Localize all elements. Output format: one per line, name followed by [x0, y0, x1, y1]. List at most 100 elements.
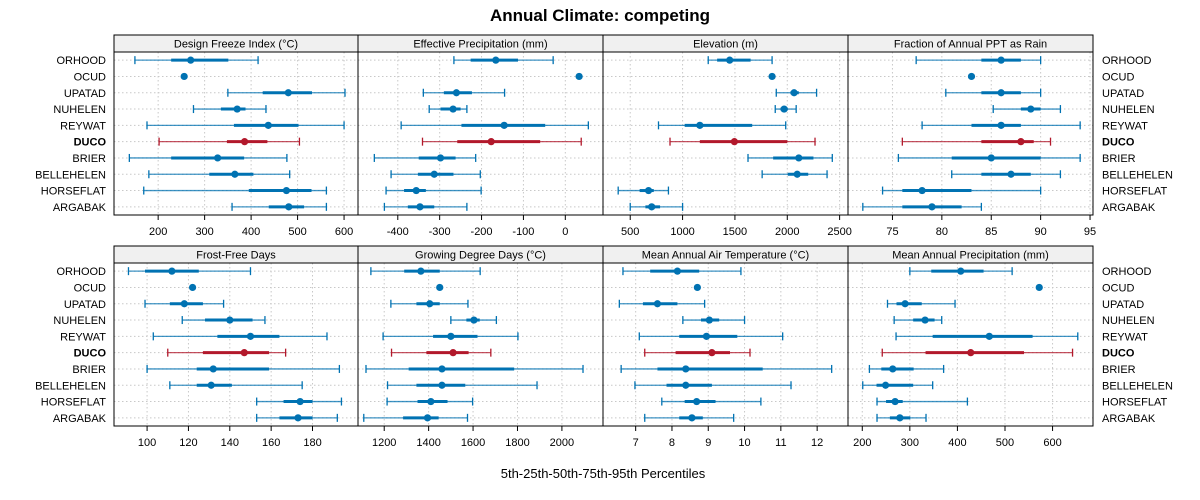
- interval-upatad: [618, 299, 706, 308]
- interval-bellehelen: [390, 170, 481, 179]
- interval-horseflat: [386, 397, 474, 406]
- x-tick-label: 500: [621, 226, 639, 238]
- interval-duco: [669, 137, 816, 146]
- interval-orhood: [134, 56, 259, 65]
- interval-horseflat: [617, 186, 670, 195]
- interval-orhood: [453, 56, 554, 65]
- row-label-horseflat: HORSEFLAT: [1102, 397, 1167, 409]
- median-point: [294, 414, 302, 422]
- interval-bellehelen: [761, 170, 828, 179]
- median-point: [1035, 283, 1043, 292]
- interval-brier: [868, 364, 945, 373]
- row-label-duco: DUCO: [1102, 137, 1135, 149]
- median-point: [790, 89, 798, 97]
- panel-frame: [847, 51, 1094, 216]
- interval-reywat: [638, 332, 784, 341]
- interval-duco: [421, 137, 582, 146]
- interval-bellehelen: [862, 381, 934, 390]
- median-point: [168, 267, 176, 275]
- interval-ocud: [693, 283, 701, 292]
- x-tick-label: 10: [738, 437, 750, 449]
- interval-orhood: [127, 267, 252, 276]
- panel-7: Mean Annual Air Temperature (°C) 7 8 9 10 11 1…: [602, 245, 849, 449]
- median-point: [1007, 170, 1015, 178]
- median-point: [207, 381, 215, 389]
- panel-3: Elevation (m) 500 1000 1500 2000 2500: [602, 34, 852, 238]
- median-point: [985, 332, 993, 340]
- median-point: [187, 56, 195, 64]
- median-point: [487, 138, 495, 146]
- row-label-upatad: UPATAD: [1102, 88, 1144, 100]
- row-label-ocud: OCUD: [74, 71, 106, 83]
- interval-horseflat: [143, 186, 328, 195]
- row-label-brier: BRIER: [72, 364, 106, 376]
- row-label-duco: DUCO: [74, 137, 107, 149]
- row-label-horseflat: HORSEFLAT: [1102, 186, 1167, 198]
- median-point: [891, 397, 899, 406]
- row-label-brier: BRIER: [72, 153, 106, 165]
- panel-title: Growing Degree Days (°C): [415, 250, 546, 262]
- median-point: [730, 138, 738, 146]
- row-label-bellehelen: BELLEHELEN: [1102, 169, 1173, 181]
- interval-nuhelen: [192, 105, 267, 114]
- row-label-reywat: REYWAT: [1102, 120, 1148, 132]
- row-label-nuhelen: NUHELEN: [53, 104, 106, 116]
- x-tick-label: 2000: [775, 226, 799, 238]
- median-point: [997, 56, 1005, 64]
- interval-orhood: [707, 56, 773, 65]
- median-point: [1017, 138, 1025, 146]
- row-label-horseflat: HORSEFLAT: [41, 397, 106, 409]
- median-point: [780, 105, 788, 113]
- median-point: [240, 349, 248, 357]
- interval-reywat: [921, 121, 1081, 130]
- x-tick-label: 600: [335, 226, 353, 238]
- row-label-ocud: OCUD: [74, 282, 106, 294]
- panel-4: Fraction of Annual PPT as Rain 75 80 85 90 95…: [847, 34, 1173, 238]
- panel-title: Elevation (m): [693, 39, 758, 51]
- row-label-bellehelen: BELLEHELEN: [35, 169, 106, 181]
- row-label-nuhelen: NUHELEN: [1102, 315, 1155, 327]
- median-point: [997, 121, 1005, 129]
- row-label-orhood: ORHOOD: [1102, 55, 1152, 67]
- interval-nuhelen: [893, 316, 943, 325]
- median-point: [696, 121, 704, 129]
- interval-nuhelen: [992, 105, 1062, 114]
- interval-reywat: [382, 332, 519, 341]
- x-tick-label: 400: [948, 437, 966, 449]
- interval-argabak: [644, 413, 735, 422]
- median-point: [921, 316, 929, 324]
- interval-duco: [390, 348, 492, 357]
- x-tick-label: 1400: [416, 437, 440, 449]
- interval-nuhelen: [682, 316, 746, 325]
- median-point: [575, 72, 583, 81]
- x-tick-label: 200: [149, 226, 167, 238]
- x-tick-label: 1600: [461, 437, 485, 449]
- x-tick-label: 400: [242, 226, 260, 238]
- interval-bellehelen: [169, 381, 303, 390]
- interval-brier: [620, 364, 833, 373]
- interval-horseflat: [876, 397, 969, 406]
- interval-ocud: [180, 72, 188, 81]
- median-point: [492, 56, 500, 64]
- x-tick-label: 140: [221, 437, 239, 449]
- x-tick-label: 80: [936, 226, 948, 238]
- interval-orhood: [915, 56, 1042, 65]
- median-point: [246, 332, 255, 340]
- x-tick-label: 2500: [827, 226, 851, 238]
- x-tick-label: 1500: [723, 226, 747, 238]
- median-point: [209, 365, 217, 373]
- x-tick-label: 2000: [550, 437, 574, 449]
- chart-title: Annual Climate: competing: [490, 6, 710, 25]
- x-tick-label: 1000: [670, 226, 694, 238]
- median-point: [233, 105, 241, 113]
- x-tick-label: 300: [195, 226, 213, 238]
- interval-horseflat: [256, 397, 343, 406]
- median-point: [427, 397, 435, 406]
- x-tick-label: 90: [1035, 226, 1047, 238]
- interval-upatad: [422, 88, 506, 97]
- x-tick-label: 120: [179, 437, 197, 449]
- interval-brier: [365, 364, 584, 373]
- panel-title: Mean Annual Air Temperature (°C): [642, 250, 809, 262]
- x-tick-label: 11: [775, 437, 786, 449]
